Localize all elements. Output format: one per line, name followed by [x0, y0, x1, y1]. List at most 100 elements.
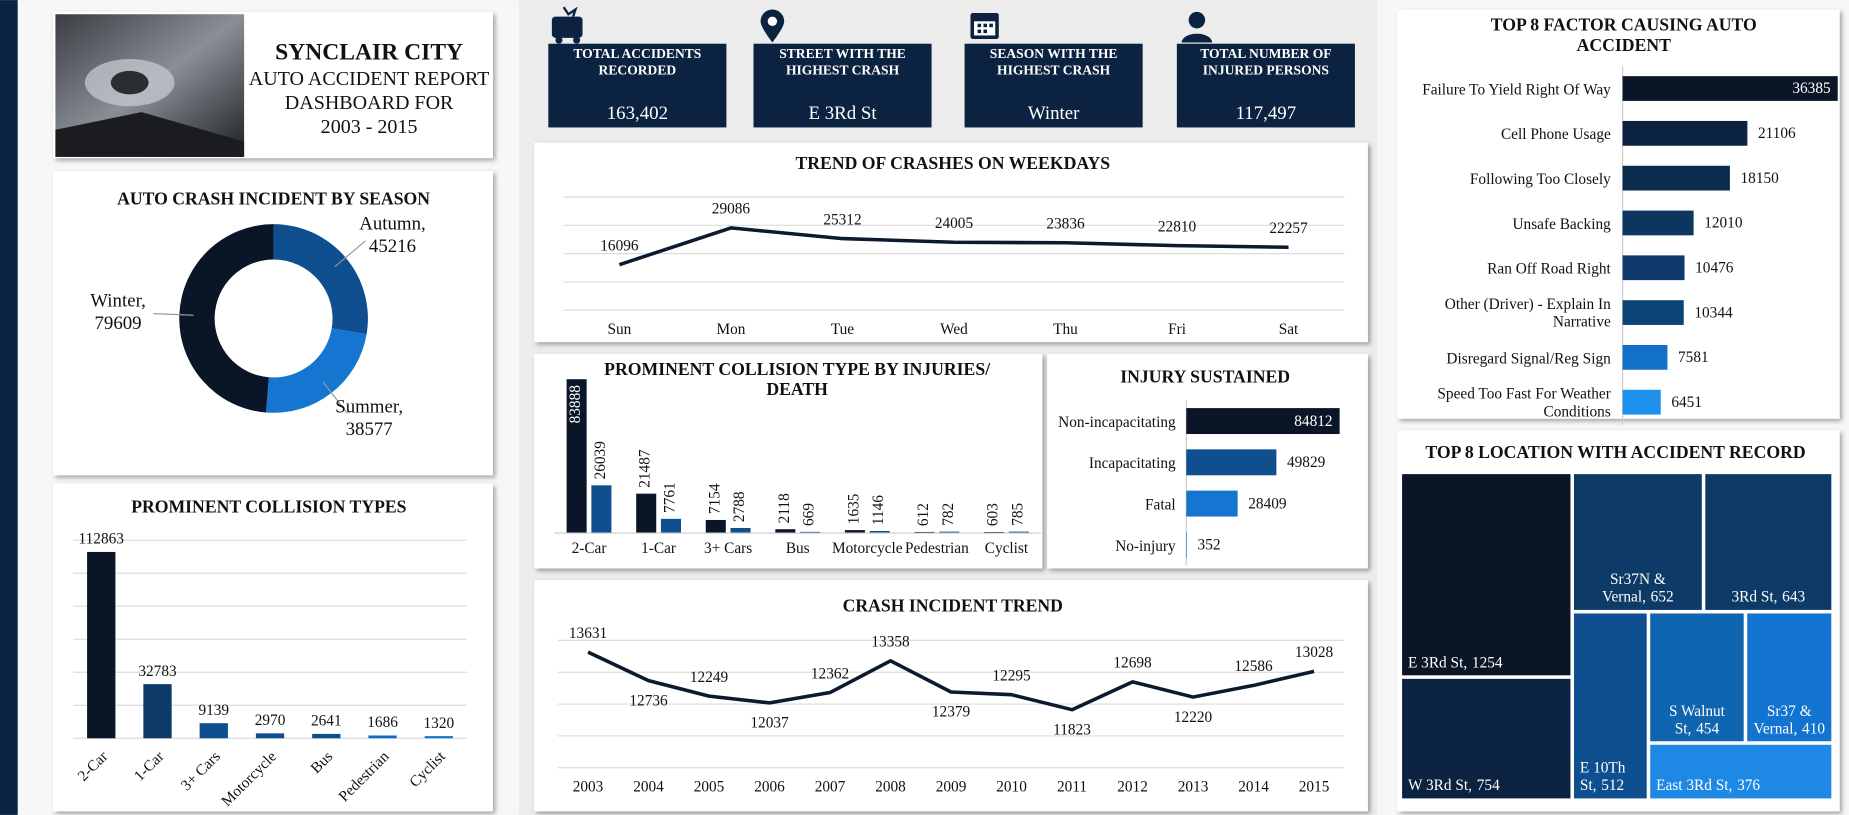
value-label: 754 [1476, 775, 1500, 794]
value-label: 12010 [1704, 215, 1743, 232]
tile-label: E 3Rd St, 1254 [1402, 474, 1570, 675]
value-label: 603 [985, 503, 1002, 526]
x-tick-label: Mon [716, 321, 745, 338]
kpi-label-box: TOTAL ACCIDENTS RECORDED [573, 47, 702, 78]
bar [844, 530, 865, 534]
chart-title: PROMINENT COLLISION TYPE BY INJURIES/ DE… [604, 360, 991, 400]
value-label: 6451 [1671, 394, 1702, 411]
x-tick-label: 2011 [1057, 778, 1087, 795]
value-label: 454 [1696, 718, 1720, 737]
kpi-icons [551, 6, 1213, 44]
category-label: Failure To Yield Right Of Way [1422, 79, 1611, 98]
leader-line [322, 381, 348, 414]
tile-label-box: 3Rd St, 643 [1731, 587, 1806, 606]
bar [800, 531, 821, 534]
value-label: 643 [1782, 587, 1806, 606]
treemap-tile [1650, 744, 1832, 799]
leader-line [153, 313, 194, 316]
tile-label-box: S Walnut St, 454 [1650, 613, 1743, 741]
value-label: 28409 [1248, 495, 1287, 512]
category-label: Incapacitating [1088, 453, 1176, 472]
treemap-tile [1402, 474, 1571, 676]
x-tick-label: 2004 [633, 778, 664, 795]
bar [1622, 210, 1694, 236]
data-label: Winter, 79609 [90, 291, 146, 334]
x-tick-label: 2006 [754, 778, 785, 795]
bar [87, 551, 116, 739]
x-tick-label: 2012 [1117, 778, 1148, 795]
category-label-box: Incapacitating [1088, 453, 1176, 472]
x-tick-label: 1-Car [641, 540, 676, 557]
value-label: 7761 [661, 482, 678, 513]
category-label: Sr37 & Vernal, [1753, 701, 1812, 737]
x-tick-label: 2-Car [572, 540, 607, 557]
value-label: 16096 [600, 237, 639, 254]
kpi-label-box: STREET WITH THE HIGHEST CRASH [779, 47, 906, 78]
tile-text: Sr37 & Vernal, 410 [1753, 701, 1825, 736]
tile-label-box: East 3Rd St, 376 [1650, 745, 1831, 799]
chart-title: TREND OF CRASHES ON WEEKDAYS [796, 153, 1111, 173]
tile-label: East 3Rd St, 376 [1650, 745, 1831, 799]
bar [660, 518, 681, 534]
value-label: 26039 [592, 441, 609, 480]
tile-label: S Walnut St, 454 [1650, 613, 1743, 741]
category-label: E 3Rd St, [1407, 652, 1468, 671]
value-label: 12736 [629, 692, 668, 709]
donut-slice [265, 328, 367, 413]
dashboard-subtitle: DASHBOARD FOR [285, 92, 454, 114]
category-label: E 10Th St, [1579, 758, 1626, 794]
value-label: 24005 [935, 215, 974, 232]
side-strip [0, 0, 18, 815]
category-label: Speed Too Fast For Weather Conditions [1437, 384, 1611, 420]
category-label: W 3Rd St, [1407, 775, 1473, 794]
chart-title: AUTO CRASH INCIDENT BY SEASON [117, 189, 430, 209]
bar [1622, 345, 1668, 370]
tile-text: W 3Rd St, 754 [1408, 776, 1500, 794]
bar [1622, 300, 1684, 325]
value-label: 1635 [845, 493, 862, 524]
kpi-label: TOTAL ACCIDENTS RECORDED [573, 47, 702, 78]
category-label-box: Non-incapacitating [1058, 412, 1176, 430]
chart-title: TOP 8 LOCATION WITH ACCIDENT RECORD [1425, 442, 1805, 462]
value-label: 12295 [992, 668, 1031, 685]
donut-slice [273, 224, 368, 335]
category-label: Cell Phone Usage [1500, 124, 1611, 143]
bar [591, 485, 612, 534]
bar [312, 733, 341, 739]
chart-title: TOP 8 FACTOR CAUSING AUTO ACCIDENT [1490, 16, 1757, 56]
category-label-box: Disregard Signal/Reg Sign [1446, 349, 1610, 367]
x-tick-label: Sun [607, 321, 631, 338]
bar [730, 527, 751, 534]
value-label: 112863 [79, 531, 125, 548]
category-label: No-injury [1115, 536, 1176, 554]
kpi-label-box: TOTAL NUMBER OF INJURED PERSONS [1200, 47, 1331, 78]
bar [1186, 408, 1340, 435]
x-tick-label: Bus [786, 540, 810, 557]
tile-text: Sr37N & Vernal, 652 [1580, 570, 1696, 605]
donut-slice [179, 224, 274, 413]
value-label: 25312 [823, 211, 861, 228]
x-tick-label: 2010 [996, 778, 1027, 795]
value-label: 352 [1198, 537, 1221, 554]
value-label: 22810 [1158, 218, 1197, 235]
bar [1186, 449, 1277, 476]
value-label: 1686 [367, 714, 398, 731]
category-label-box: Ran Off Road Right [1487, 259, 1611, 277]
value-label: 29086 [712, 201, 751, 218]
tile-text: S Walnut St, 454 [1656, 701, 1738, 736]
trend-line [587, 650, 1315, 712]
category-label: Non-incapacitating [1058, 412, 1176, 430]
x-tick-label: Thu [1053, 321, 1078, 338]
x-tick-label: 2005 [694, 778, 725, 795]
x-tick-label: 2007 [815, 778, 846, 795]
bar [775, 529, 796, 534]
trend-line [618, 226, 1289, 267]
value-label: 2641 [311, 713, 342, 730]
value-label: 2118 [776, 493, 793, 523]
panel [53, 483, 493, 812]
value-label: 22257 [1269, 220, 1308, 237]
value-label: 13028 [1295, 644, 1334, 661]
tile-label: E 10Th St, 512 [1574, 613, 1647, 798]
treemap-tile [1402, 678, 1571, 799]
value-label: 12037 [750, 715, 789, 732]
